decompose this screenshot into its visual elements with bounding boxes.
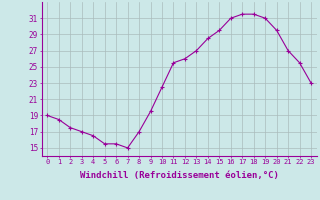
X-axis label: Windchill (Refroidissement éolien,°C): Windchill (Refroidissement éolien,°C)	[80, 171, 279, 180]
